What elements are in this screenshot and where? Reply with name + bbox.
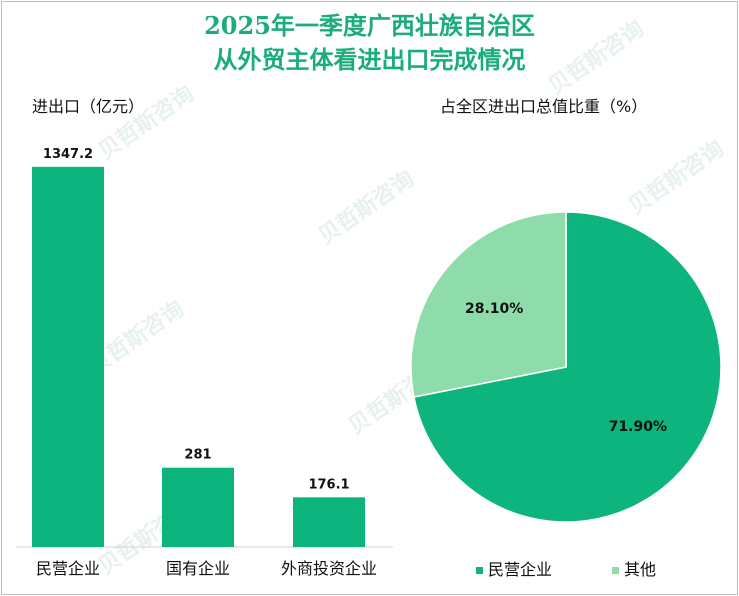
bar-2	[293, 497, 365, 547]
x-tick-label-2: 外商投资企业	[281, 559, 377, 578]
bar-value-label-2: 176.1	[308, 477, 349, 492]
legend-item-private: 民营企业	[476, 556, 552, 580]
bar-value-label-1: 281	[184, 448, 211, 463]
pie-slice-0	[413, 211, 722, 523]
legend-item-other: 其他	[612, 556, 656, 580]
pie-value-label-1: 28.10%	[465, 301, 523, 317]
pie-chart-title: 占全区进出口总值比重（%）	[440, 97, 648, 116]
legend-swatch-private	[476, 567, 483, 574]
pie-value-label-0: 71.90%	[609, 419, 667, 435]
chart-title-line2: 从外贸主体看进出口完成情况	[213, 45, 526, 74]
bar-value-label-0: 1347.2	[43, 147, 93, 162]
x-tick-label-0: 民营企业	[36, 559, 100, 578]
legend-label-other: 其他	[624, 560, 657, 579]
bar-0	[32, 166, 104, 547]
chart-title-line1: 2025年一季度广西壮族自治区	[204, 11, 535, 40]
bar-1	[162, 467, 234, 547]
legend-label-private: 民营企业	[488, 560, 553, 579]
legend-swatch-other	[612, 567, 619, 574]
bar-chart-title: 进出口（亿元）	[32, 97, 145, 116]
pie-slice-1	[410, 211, 567, 398]
x-tick-label-1: 国有企业	[166, 559, 230, 578]
